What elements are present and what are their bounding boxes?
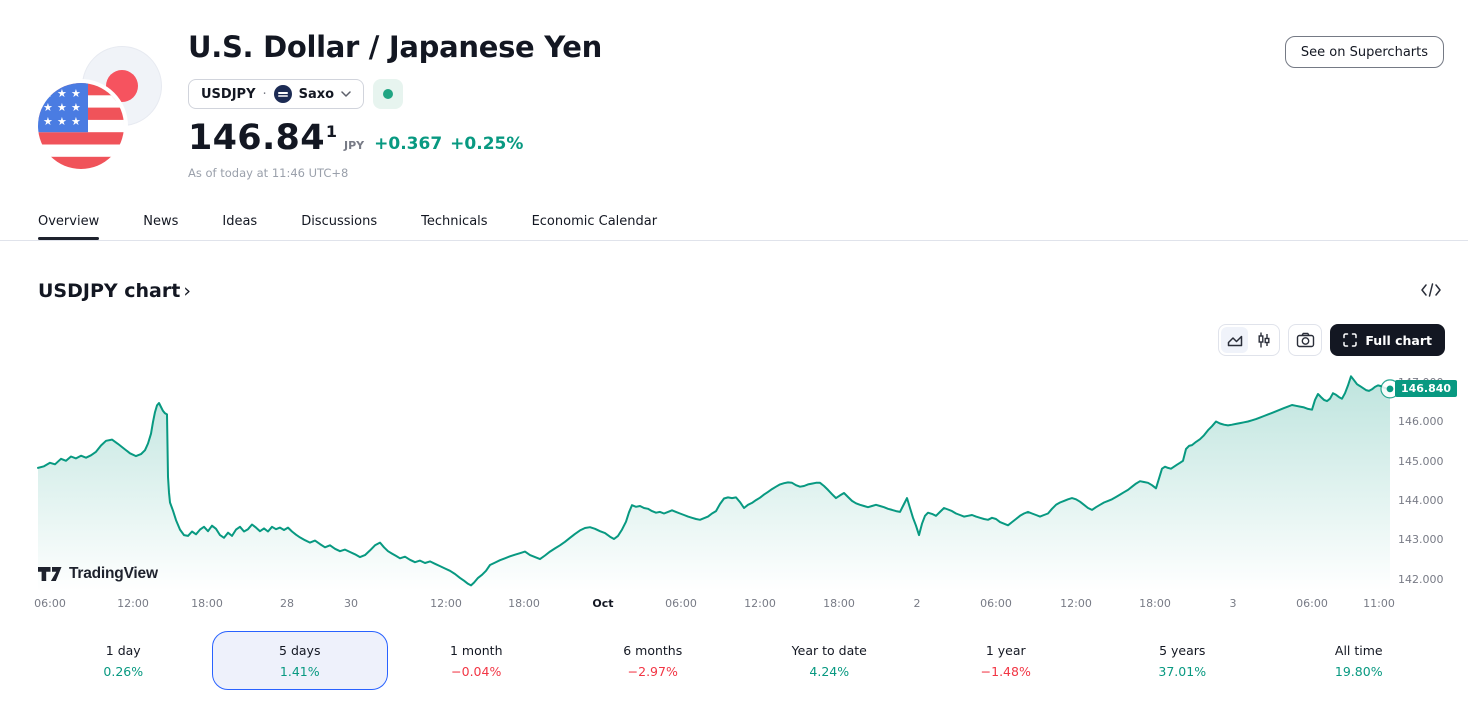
period-1-year[interactable]: 1 year −1.48% xyxy=(918,631,1095,690)
market-status-badge xyxy=(373,79,404,109)
last-price: 146.84 xyxy=(188,118,325,158)
svg-text:★: ★ xyxy=(43,115,53,128)
period-5-days[interactable]: 5 days 1.41% xyxy=(211,631,388,690)
period-change-value: −1.48% xyxy=(980,663,1031,679)
last-price-fraction: 1 xyxy=(325,122,338,141)
svg-text:★: ★ xyxy=(43,101,53,114)
period-label: Year to date xyxy=(791,642,867,658)
period-change-value: 37.01% xyxy=(1158,663,1207,679)
camera-icon xyxy=(1296,332,1315,348)
area-chart-style-button[interactable] xyxy=(1221,327,1249,353)
price-change-pct: +0.25% xyxy=(450,134,524,154)
us-flag-graphic: ★ ★ ★ ★ ★ ★ ★ ★ ★ xyxy=(38,83,124,169)
page-title: U.S. Dollar / Japanese Yen xyxy=(188,30,602,64)
period-change-value: 0.26% xyxy=(103,663,144,679)
svg-text:★: ★ xyxy=(57,87,67,100)
period-year-to-date[interactable]: Year to date 4.24% xyxy=(741,631,918,690)
period-5-years[interactable]: 5 years 37.01% xyxy=(1094,631,1271,690)
period-label: 5 days xyxy=(279,642,321,658)
period-change-value: 19.80% xyxy=(1334,663,1383,679)
exchange-label: Saxo xyxy=(298,86,335,102)
see-on-supercharts-button[interactable]: See on Supercharts xyxy=(1284,36,1444,68)
symbol-chip-row: USDJPY · Saxo xyxy=(188,79,404,109)
candles-chart-style-button[interactable] xyxy=(1250,327,1277,353)
period-change-value: 1.41% xyxy=(279,663,320,679)
tab-news[interactable]: News xyxy=(143,203,178,240)
symbol-source-chip[interactable]: USDJPY · Saxo xyxy=(188,79,365,109)
price-change-abs: +0.367 xyxy=(374,134,443,154)
period-change-value: −2.97% xyxy=(627,663,678,679)
tab-economic-calendar[interactable]: Economic Calendar xyxy=(532,203,658,240)
symbol-label: USDJPY xyxy=(201,86,256,102)
svg-text:★: ★ xyxy=(43,87,53,100)
period-label: 1 month xyxy=(450,642,503,658)
period-6-months[interactable]: 6 months −2.97% xyxy=(565,631,742,690)
svg-text:★: ★ xyxy=(71,101,81,114)
period-1-month[interactable]: 1 month −0.04% xyxy=(388,631,565,690)
candles-chart-icon xyxy=(1258,332,1270,348)
svg-text:★: ★ xyxy=(57,115,67,128)
chip-separator: · xyxy=(262,86,267,102)
chart-price-line xyxy=(37,375,1391,587)
chevron-down-icon xyxy=(341,91,351,97)
chart-area-fill xyxy=(38,376,1390,590)
svg-text:★: ★ xyxy=(71,87,81,100)
area-chart-icon xyxy=(1227,335,1243,347)
tab-overview[interactable]: Overview xyxy=(38,203,100,240)
us-flag-icon: ★ ★ ★ ★ ★ ★ ★ ★ ★ xyxy=(38,83,124,169)
saxo-exchange-logo-icon xyxy=(273,85,292,103)
svg-text:★: ★ xyxy=(71,115,81,128)
tradingview-logo-text: TradingView xyxy=(69,565,158,582)
price-row: 146.84 1 JPY +0.367 +0.25% xyxy=(188,118,523,158)
snapshot-camera-button[interactable] xyxy=(1288,324,1323,356)
svg-text:★: ★ xyxy=(57,101,67,114)
period-label: 1 day xyxy=(105,642,141,658)
period-label: 5 years xyxy=(1159,642,1206,658)
tab-technicals[interactable]: Technicals xyxy=(421,203,487,240)
period-label: 6 months xyxy=(623,642,683,658)
tradingview-logo-icon xyxy=(38,566,62,581)
full-chart-button[interactable]: Full chart xyxy=(1330,324,1445,356)
last-price-axis-badge: 146.840 xyxy=(1395,380,1457,398)
chart-toolbar: Full chart xyxy=(1218,324,1445,356)
price-area-chart[interactable] xyxy=(0,360,1468,610)
period-1-day[interactable]: 1 day 0.26% xyxy=(35,631,212,690)
chart-style-switcher xyxy=(1218,324,1281,356)
period-change-value: 4.24% xyxy=(809,663,850,679)
tradingview-attribution-link[interactable]: TradingView xyxy=(38,565,158,583)
section-title: USDJPY chart xyxy=(38,280,181,302)
tab-ideas[interactable]: Ideas xyxy=(222,203,257,240)
price-currency: JPY xyxy=(344,139,365,152)
page-tabs: Overview News Ideas Discussions Technicals Ec… xyxy=(0,203,1468,241)
embed-code-icon[interactable] xyxy=(1420,281,1442,301)
market-open-dot-icon xyxy=(383,89,394,99)
fullscreen-icon xyxy=(1343,333,1358,347)
currency-pair-flags: ★ ★ ★ ★ ★ ★ ★ ★ ★ xyxy=(38,42,168,172)
period-all-time[interactable]: All time 19.80% xyxy=(1271,631,1448,690)
period-label: 1 year xyxy=(985,642,1026,658)
period-label: All time xyxy=(1334,642,1383,658)
as-of-timestamp: As of today at 11:46 UTC+8 xyxy=(188,166,349,180)
last-point-dot xyxy=(1386,385,1394,393)
usdjpy-chart-section-link[interactable]: USDJPY chart › xyxy=(38,280,191,302)
period-performance-bar: 1 day 0.26% 5 days 1.41% 1 month −0.04% 6 mont… xyxy=(35,631,1447,690)
tab-discussions[interactable]: Discussions xyxy=(301,203,377,240)
period-change-value: −0.04% xyxy=(451,663,502,679)
chevron-right-icon: › xyxy=(183,280,191,302)
full-chart-label: Full chart xyxy=(1365,332,1432,348)
